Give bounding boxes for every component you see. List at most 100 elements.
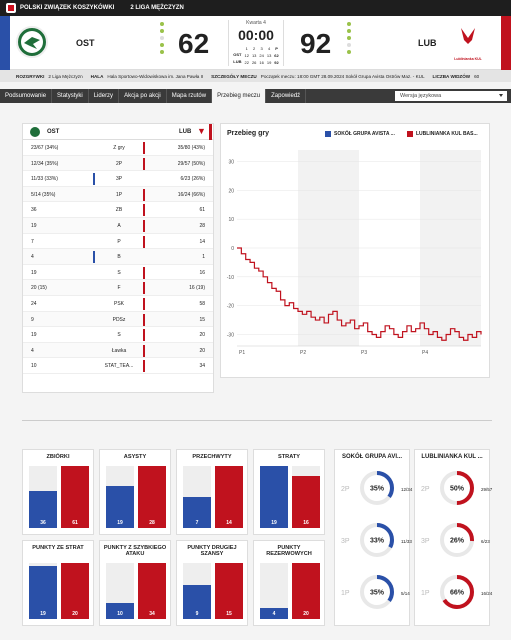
stat-bar-home: 9 xyxy=(183,563,211,619)
stat-home-value: 19 xyxy=(31,332,37,339)
top-bar: POLSKI ZWIĄZEK KOSZYKÓWKI 2 LIGA MĘŻCZYZ… xyxy=(0,0,511,16)
info-item: SZCZEGÓŁY MECZU Początek meczu: 18:00 GMT… xyxy=(211,74,424,79)
stat-home-value: 20 (15) xyxy=(31,285,47,292)
stat-away-value: 34 xyxy=(199,363,205,370)
stat-bar-fill xyxy=(260,466,288,528)
shot-fraction: 5/14 xyxy=(401,591,410,596)
shooting-ring: 26% xyxy=(440,523,474,557)
team-stats-table: OST LUB ▼ 23/67 (34%) Z gry 35/80 (43%) 12/… xyxy=(22,123,214,393)
stat-card-title: PRZECHWYTY xyxy=(192,454,232,460)
stat-bar-fill xyxy=(260,607,288,619)
stat-row: 24 PSK 58 xyxy=(23,296,213,312)
game-flow-panel: Przebieg gry SOKÓŁ GRUPA AVISTA ... LUBL… xyxy=(220,123,490,378)
stat-leader-marker xyxy=(93,251,95,264)
scoreboard: OST 62 Kwarta 4 00:00 OST LUB 1 12 22 2 13 26 3 2… xyxy=(0,16,511,70)
pct-card-title: SOKÓŁ GRUPA AVI... xyxy=(341,454,402,460)
pct_away-card: LUBLINIANKA KUL ... 2P 50% 29/57 3P 26% 6/23 1P… xyxy=(414,449,492,626)
away-team-code: LUB xyxy=(418,38,437,48)
org-name[interactable]: POLSKI ZWIĄZEK KOSZYKÓWKI xyxy=(20,5,115,11)
ring-fill xyxy=(360,575,394,609)
stat-bar-fill xyxy=(138,563,166,619)
quarter-cell: 62 xyxy=(274,53,279,58)
stat-home-value: 11/33 (33%) xyxy=(31,176,58,183)
quarter-label: Kwarta 4 xyxy=(246,20,266,26)
stat-card: PUNKTY Z SZYBKIEGO ATAKU 10 34 xyxy=(99,540,171,626)
x-tick-label: P3 xyxy=(361,350,367,356)
stat-bar-fill xyxy=(183,497,211,528)
stat-row: 23/67 (34%) Z gry 35/80 (43%) xyxy=(23,140,213,156)
stat-bar-away: 28 xyxy=(138,466,166,528)
away-color-stripe xyxy=(501,16,511,70)
shooting-ring: 66% xyxy=(440,575,474,609)
shooting-ring-row: 1P 66% 16/24 xyxy=(415,572,492,616)
stat-bar-value: 20 xyxy=(303,611,309,617)
stat-bar-value: 34 xyxy=(149,611,155,617)
stat-row: 4 Ławka 20 xyxy=(23,342,213,359)
stat-bar-home: 19 xyxy=(106,466,134,528)
tab-0[interactable]: Podsumowanie xyxy=(0,89,53,103)
shot-fraction: 12/34 xyxy=(401,487,413,492)
legend-away[interactable]: LUBLINIANKA KUL BAS... xyxy=(407,131,478,137)
stat-bar-value: 20 xyxy=(72,611,78,617)
y-tick-label: 0 xyxy=(231,246,234,252)
y-tick-label: 10 xyxy=(228,217,234,223)
quarter-cell: 3 xyxy=(260,46,263,51)
tab-1[interactable]: Statystyki xyxy=(52,89,89,103)
stat-leader-marker xyxy=(93,173,95,186)
shot-type-label: 1P xyxy=(341,590,350,597)
stat-row: 20 (15) F 16 (19) xyxy=(23,280,213,296)
stat-row: 19 A 28 xyxy=(23,217,213,234)
tab-5[interactable]: Przebieg meczu xyxy=(212,89,267,103)
stat-bar-value: 28 xyxy=(149,520,155,526)
shot-type-label: 2P xyxy=(421,486,430,493)
stat-row: 11/33 (33%) 3P 6/23 (26%) xyxy=(23,171,213,187)
league-name[interactable]: 2 LIGA MĘŻCZYZN xyxy=(130,5,184,11)
stat-row: 12/34 (35%) 2P 29/57 (50%) xyxy=(23,155,213,172)
info-item: HALA Hala Sportowo-Widowiskowa im. Jana P… xyxy=(91,74,204,79)
stat-bar-fill xyxy=(61,466,89,528)
main-tabs: Podsumowanie Statystyki Liderzy Akcja po ak… xyxy=(0,89,511,103)
away-team-logo[interactable]: Lublinianka KUL xyxy=(452,26,484,61)
stats-header: OST LUB ▼ xyxy=(23,124,213,140)
stat-bar-home: 36 xyxy=(29,466,57,528)
ring-fill xyxy=(440,471,474,505)
tab-3[interactable]: Akcja po akcji xyxy=(119,89,167,103)
stat-label: 1P xyxy=(115,191,123,198)
chevron-down-icon xyxy=(499,94,503,97)
stat-bar-away: 20 xyxy=(61,563,89,619)
shot-type-label: 3P xyxy=(341,538,350,545)
stat-away-value: 16 xyxy=(199,269,205,276)
tab-6[interactable]: Zapowiedź xyxy=(266,89,307,103)
shot-type-label: 3P xyxy=(421,538,430,545)
shooting-ring-row: 3P 33% 11/33 xyxy=(335,520,412,564)
stat-bar-fill xyxy=(292,563,320,619)
stat-away-value: 15 xyxy=(199,316,205,323)
shooting-ring-row: 2P 35% 12/34 xyxy=(335,468,413,512)
y-tick-label: -30 xyxy=(227,332,234,338)
home-team-logo[interactable] xyxy=(16,26,48,58)
quarter-cell: 12 xyxy=(244,53,249,58)
stat-bar-home: 19 xyxy=(29,563,57,619)
away-timeout-dots xyxy=(347,22,353,54)
stat-card-title: STRATY xyxy=(278,454,300,460)
legend-home[interactable]: SOKÓŁ GRUPA AVISTA ... xyxy=(325,131,395,137)
quarter-col: 1 12 22 xyxy=(244,46,248,65)
stat-bar-value: 14 xyxy=(226,520,232,526)
ring-percent: 35% xyxy=(370,590,385,597)
stat-bar-away: 15 xyxy=(215,563,243,619)
home-timeout-dots xyxy=(160,22,166,54)
ring-fill xyxy=(440,523,474,557)
quarter-cell: 92 xyxy=(274,60,279,65)
stat-leader-marker xyxy=(143,282,145,295)
info-value: Początek meczu: 18:00 GMT 28.09.2024 Sok… xyxy=(260,73,425,79)
language-select[interactable]: Wersja językowa xyxy=(395,91,507,101)
stat-row: 19 S 20 xyxy=(23,327,213,343)
tab-2[interactable]: Liderzy xyxy=(89,89,120,103)
stat-label: 3P xyxy=(115,176,123,183)
tab-4[interactable]: Mapa rzutów xyxy=(167,89,213,103)
quarter-cell: P xyxy=(275,46,278,51)
quarter-scores: OST LUB 1 12 22 2 13 26 3 24 16 4 13 19 P 62 92 xyxy=(229,46,283,65)
stat-bar-fill xyxy=(292,475,320,528)
stat-away-value: 58 xyxy=(199,300,205,307)
ring-fill xyxy=(440,575,474,609)
